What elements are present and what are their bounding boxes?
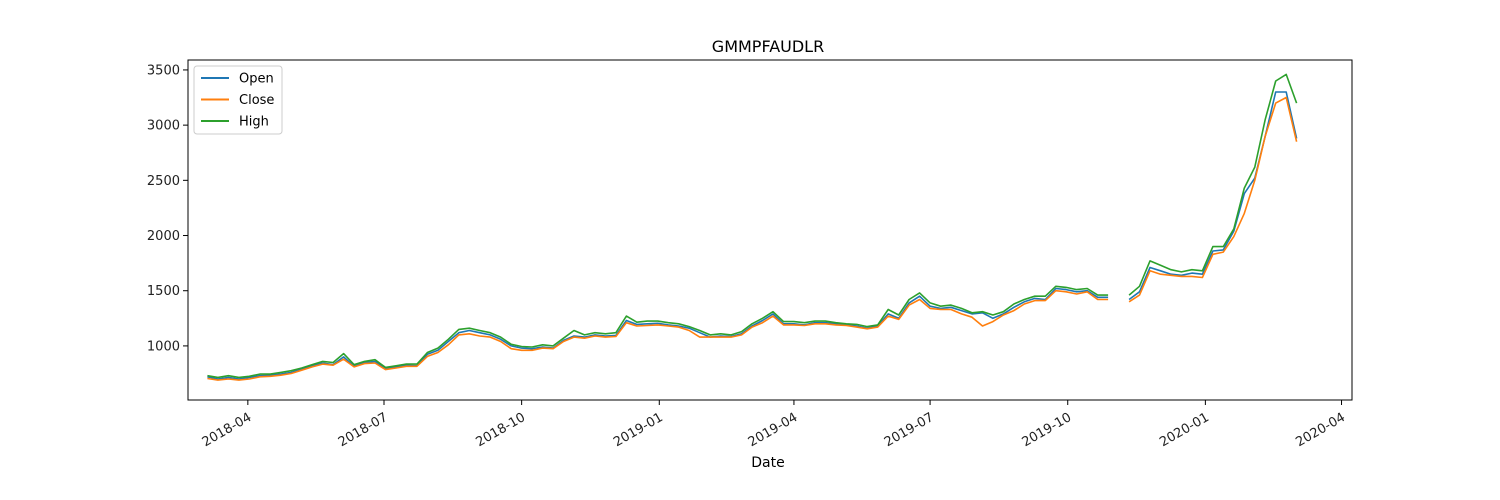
plot-frame bbox=[187, 59, 1353, 401]
legend-items: Open Close High bbox=[201, 72, 274, 130]
y-tick-label: 1000 bbox=[147, 339, 180, 354]
y-axis: 1000 1500 2000 2500 3000 3500 bbox=[147, 63, 188, 354]
series-lines bbox=[207, 73, 1298, 381]
legend-frame bbox=[193, 65, 283, 135]
y-tick-label: 3000 bbox=[147, 119, 180, 134]
legend-label-open: Open bbox=[239, 72, 274, 87]
y-tick-label: 2000 bbox=[147, 229, 180, 244]
series-line-close bbox=[207, 96, 1298, 381]
y-tick-label: 3500 bbox=[147, 63, 180, 78]
series-line-high bbox=[207, 73, 1298, 379]
legend-label-high: High bbox=[239, 115, 269, 130]
y-tick-label: 1500 bbox=[147, 284, 180, 299]
legend-label-close: Close bbox=[239, 93, 274, 108]
chart-title: GMMPFAUDLR bbox=[712, 37, 824, 56]
y-tick-label: 2500 bbox=[147, 174, 180, 189]
legend: Open Close High bbox=[193, 65, 283, 135]
x-axis-label: Date bbox=[751, 455, 784, 471]
